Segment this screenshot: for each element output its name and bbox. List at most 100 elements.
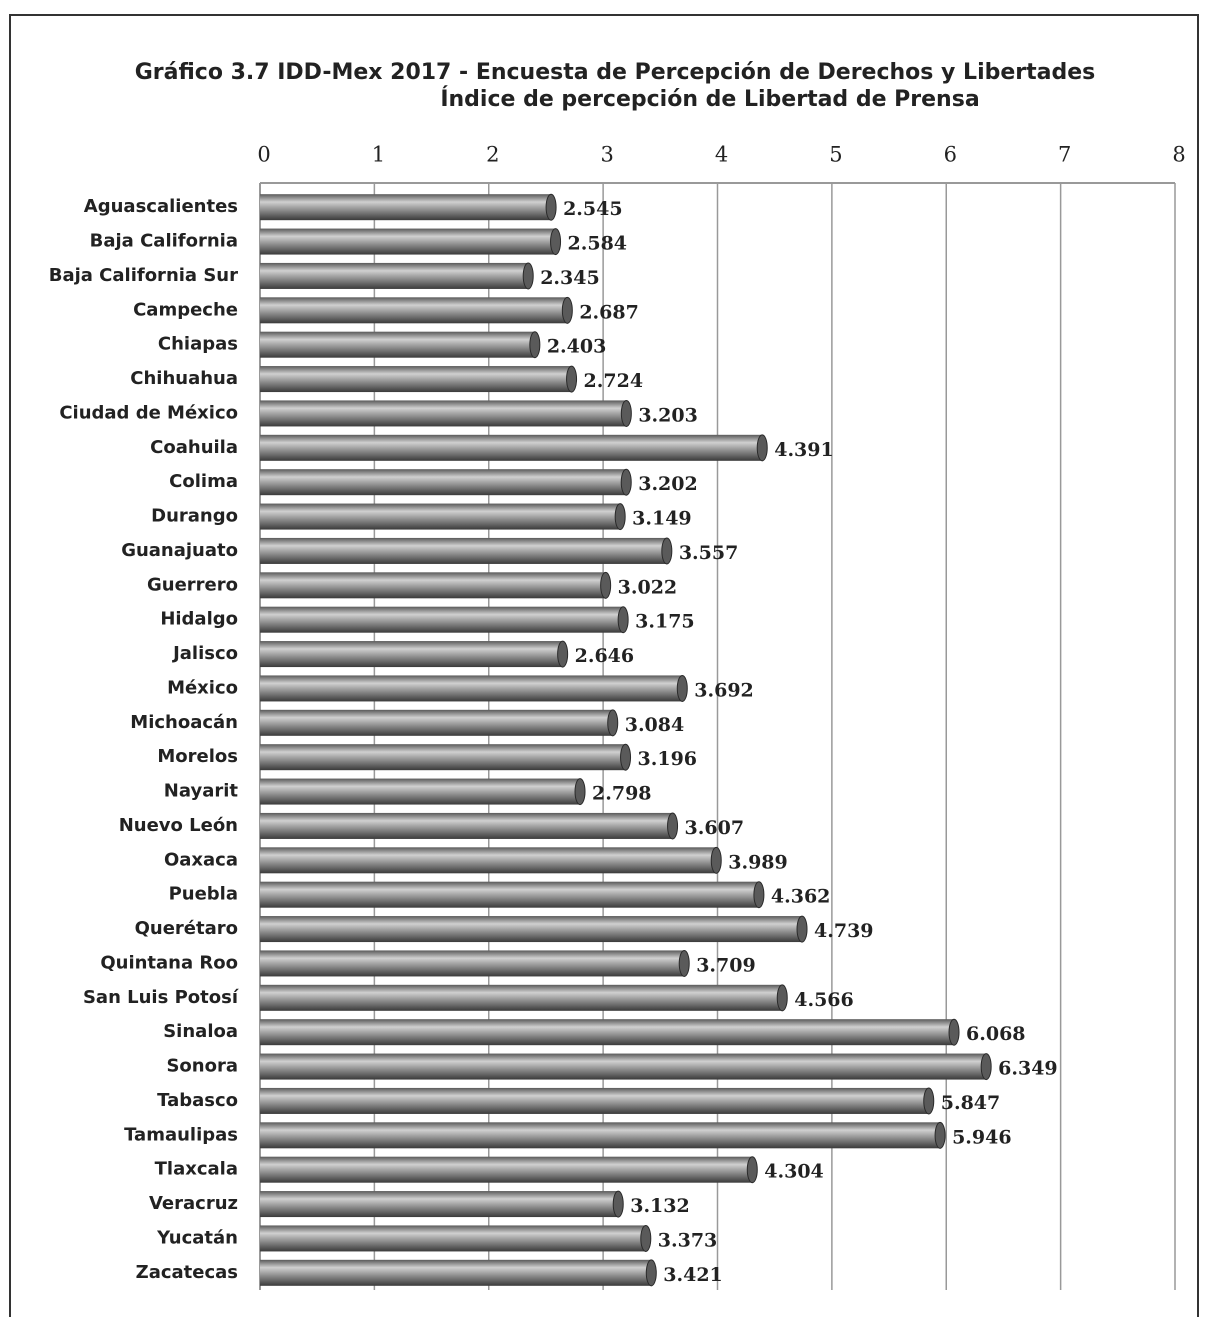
y-tick-label: Tabasco: [157, 1090, 238, 1111]
y-tick-label: Yucatán: [156, 1227, 238, 1248]
bar-cap: [614, 503, 626, 531]
bar: [260, 916, 803, 943]
chart-title: Gráfico 3.7 IDD-Mex 2017 - Encuesta de P…: [135, 60, 1096, 85]
value-label: 4.739: [814, 920, 874, 942]
bar: [260, 194, 552, 221]
y-tick-label: Guerrero: [147, 574, 238, 595]
bar: [260, 366, 572, 393]
frame: [9, 14, 1199, 1317]
value-label: 4.362: [771, 886, 831, 908]
bar-cap: [545, 193, 557, 221]
x-tick-label: 5: [829, 143, 842, 167]
bar-cap: [948, 1018, 960, 1046]
y-tick-label: Baja California Sur: [49, 265, 238, 286]
value-label: 2.798: [592, 783, 652, 805]
bar: [260, 1259, 652, 1286]
y-tick-label: Guanajuato: [121, 540, 238, 561]
y-tick-label: Querétaro: [135, 918, 238, 939]
y-tick-label: Chiapas: [158, 334, 238, 355]
bar-cap: [923, 1087, 935, 1115]
value-label: 2.545: [563, 198, 623, 220]
x-tick-label: 6: [944, 143, 957, 167]
bar: [260, 641, 563, 668]
y-tick-label: México: [167, 677, 238, 698]
bar-cap: [640, 1224, 652, 1252]
bar-cap: [753, 881, 765, 909]
bar: [260, 503, 621, 530]
bar-cap: [561, 296, 573, 324]
value-label: 2.646: [575, 645, 635, 667]
value-label: 3.692: [694, 679, 754, 701]
bar-cap: [550, 228, 562, 256]
y-tick-label: Michoacán: [130, 712, 238, 733]
bar-cap: [678, 949, 690, 977]
value-label: 3.607: [685, 817, 745, 839]
bar: [260, 1053, 987, 1080]
bar: [260, 1019, 955, 1046]
x-tick-label: 2: [486, 143, 499, 167]
y-tick-label: Campeche: [133, 299, 238, 320]
value-label: 6.068: [966, 1023, 1026, 1045]
value-label: 3.202: [638, 473, 698, 495]
y-tick-label: Jalisco: [171, 643, 238, 664]
bar-cap: [566, 365, 578, 393]
bar-cap: [645, 1259, 657, 1287]
bar-cap: [676, 674, 688, 702]
bar: [260, 297, 568, 324]
x-tick-label: 4: [715, 143, 728, 167]
y-tick-label: Quintana Roo: [100, 952, 238, 973]
bar: [260, 1156, 753, 1183]
bar: [260, 262, 529, 289]
y-tick-label: Nuevo León: [119, 815, 238, 836]
bar: [260, 950, 685, 977]
y-tick-label: Hidalgo: [160, 609, 238, 630]
bar: [260, 1087, 929, 1114]
value-label: 3.203: [638, 404, 698, 426]
value-label: 3.557: [679, 542, 739, 564]
bar: [260, 228, 556, 255]
bar-cap: [620, 399, 632, 427]
bar-cap: [980, 1053, 992, 1081]
y-tick-label: Tamaulipas: [124, 1124, 238, 1145]
bar: [260, 400, 627, 427]
bar: [260, 778, 581, 805]
bar: [260, 1122, 941, 1149]
x-tick-label: 0: [257, 143, 270, 167]
bar-cap: [934, 1121, 946, 1149]
bar: [260, 1225, 646, 1252]
value-label: 3.373: [658, 1229, 718, 1251]
y-tick-label: San Luis Potosí: [83, 987, 239, 1008]
value-label: 3.149: [632, 508, 692, 530]
value-label: 4.566: [794, 989, 854, 1011]
x-tick-label: 1: [372, 143, 385, 167]
bar: [260, 537, 667, 564]
value-label: 4.391: [774, 439, 834, 461]
bar-cap: [667, 812, 679, 840]
value-label: 3.989: [728, 851, 788, 873]
bar-cap: [617, 606, 629, 634]
y-tick-label: Aguascalientes: [84, 196, 238, 217]
x-tick-label: 7: [1058, 143, 1071, 167]
bar-cap: [612, 1190, 624, 1218]
y-tick-label: Ciudad de México: [59, 402, 238, 423]
bar: [260, 709, 613, 736]
bar: [260, 606, 624, 633]
bar: [260, 675, 683, 702]
value-label: 3.084: [625, 714, 685, 736]
x-tick-label: 8: [1172, 143, 1185, 167]
bar: [260, 744, 626, 771]
x-tick-label: 3: [600, 143, 613, 167]
value-label: 6.349: [998, 1058, 1058, 1080]
value-label: 2.687: [579, 301, 639, 323]
y-tick-label: Durango: [151, 506, 238, 527]
bar-cap: [600, 571, 612, 599]
y-tick-label: Sonora: [166, 1056, 238, 1077]
y-tick-label: Oaxaca: [164, 849, 238, 870]
bar-cap: [607, 709, 619, 737]
bar-cap: [796, 915, 808, 943]
bar: [260, 469, 627, 496]
bar: [260, 1191, 619, 1218]
bar: [260, 572, 606, 599]
bar: [260, 331, 535, 358]
